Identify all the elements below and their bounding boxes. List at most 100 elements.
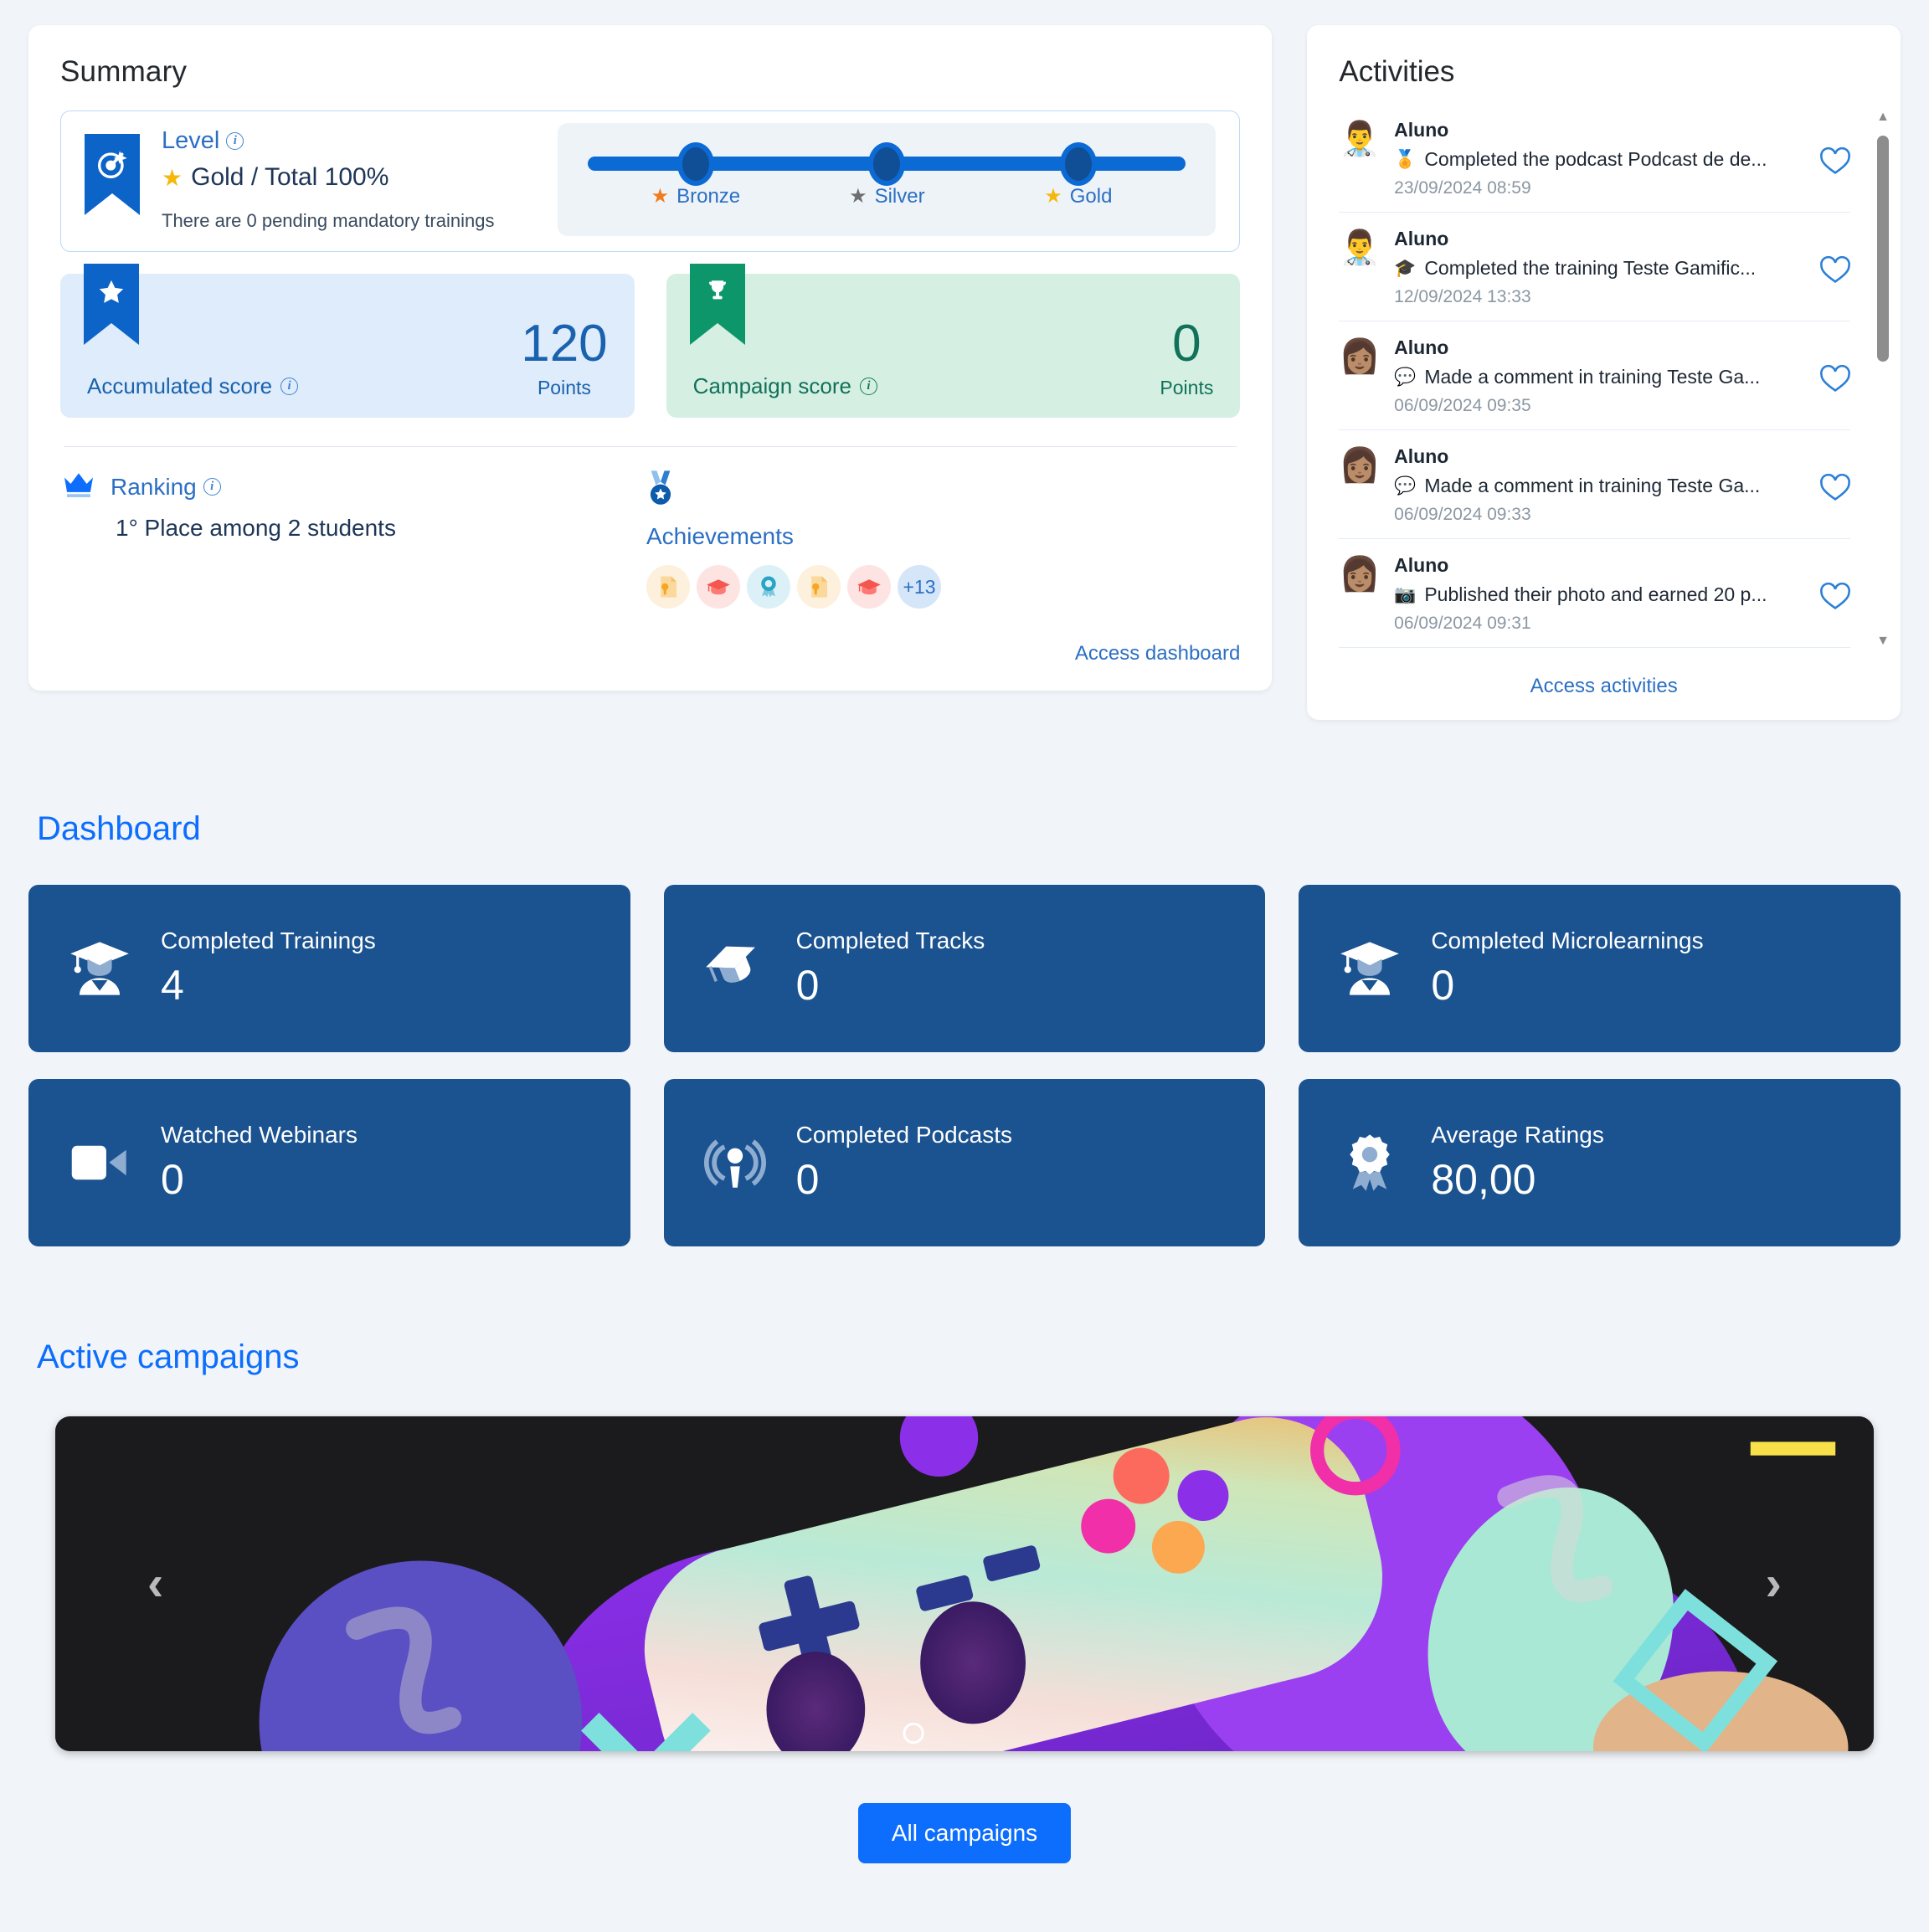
activity-text-row: 🎓 Completed the training Teste Gamific..…: [1394, 257, 1807, 280]
stat-value: 0: [1431, 962, 1455, 1009]
medal-icon: [646, 470, 675, 512]
comment-emoji-icon: 💬: [1394, 475, 1417, 496]
avatar: 👩🏽: [1339, 556, 1381, 593]
all-campaigns-button[interactable]: All campaigns: [857, 1803, 1072, 1863]
summary-card: Summary Level i ★: [28, 25, 1273, 691]
info-icon[interactable]: i: [859, 378, 877, 395]
level-knob-silver[interactable]: [868, 141, 906, 186]
carousel-next-button[interactable]: ›: [1765, 1556, 1782, 1611]
activity-user: Aluno: [1394, 445, 1449, 467]
stat-card-watched-webinars[interactable]: Watched Webinars 0: [28, 1079, 630, 1246]
like-heart-icon[interactable]: [1820, 473, 1850, 506]
carousel-prev-button[interactable]: ‹: [147, 1556, 164, 1611]
scroll-up-icon[interactable]: ▲: [1876, 110, 1890, 124]
bronze-star-icon: ★: [651, 185, 670, 208]
score-row: Accumulated score i 120 Points: [60, 264, 1241, 418]
ranking-achievements-row: Ranking i 1° Place among 2 students: [60, 470, 1240, 609]
activity-text: Made a comment in training Teste Ga...: [1424, 366, 1761, 388]
list-item[interactable]: 👩🏽 Aluno 📷 Published their photo and ear…: [1339, 539, 1850, 648]
stat-label: Completed Podcasts: [795, 1122, 1013, 1148]
info-icon[interactable]: i: [226, 132, 244, 150]
stat-text: Watched Webinars 0: [161, 1122, 358, 1204]
stat-text: Average Ratings 80,00: [1431, 1122, 1604, 1204]
like-heart-icon[interactable]: [1820, 582, 1850, 614]
ranking-text: 1° Place among 2 students: [116, 515, 396, 541]
level-knob-gold[interactable]: [1059, 141, 1097, 186]
list-item[interactable]: 👨‍⚕️ Aluno 🎓 Completed the training Test…: [1339, 213, 1850, 321]
avatar: 👨‍⚕️: [1339, 121, 1381, 157]
access-activities-link[interactable]: Access activities: [1530, 675, 1678, 697]
stat-card-completed-microlearnings[interactable]: Completed Microlearnings 0: [1299, 885, 1901, 1052]
stat-label: Completed Microlearnings: [1431, 927, 1704, 953]
info-icon[interactable]: i: [280, 378, 299, 395]
stat-text: Completed Tracks 0: [796, 927, 985, 1010]
award-ribbon-icon[interactable]: [747, 565, 790, 609]
like-heart-icon[interactable]: [1820, 364, 1850, 397]
campaigns-title: Active campaigns: [37, 1339, 300, 1375]
certificate-icon[interactable]: [797, 565, 841, 609]
activities-title: Activities: [1339, 55, 1455, 88]
accumulated-score-value: 120: [521, 315, 608, 373]
access-dashboard-link[interactable]: Access dashboard: [1074, 642, 1241, 665]
like-heart-icon[interactable]: [1820, 146, 1850, 179]
certificate-icon[interactable]: [646, 565, 690, 609]
star-ribbon-icon: [84, 264, 139, 345]
stat-value: 0: [795, 962, 820, 1009]
graduate-icon: [1334, 937, 1406, 1000]
activity-body: Aluno 📷 Published their photo and earned…: [1394, 554, 1807, 634]
campaign-score-label: Campaign score: [692, 373, 851, 398]
tier-labels: ★ Bronze ★ Silver ★ Gold: [588, 184, 1186, 219]
stat-card-completed-trainings[interactable]: Completed Trainings 4: [28, 885, 630, 1052]
scrollbar-thumb[interactable]: [1877, 136, 1889, 362]
silver-star-icon: ★: [849, 185, 867, 208]
avatar: 👩🏽: [1339, 338, 1381, 375]
campaigns-section: Active campaigns: [0, 1339, 1929, 1902]
activity-text-row: 📷 Published their photo and earned 20 p.…: [1394, 583, 1807, 606]
activity-body: Aluno 🏅 Completed the podcast Podcast de…: [1394, 119, 1807, 198]
achievement-badges: +13: [646, 565, 941, 609]
activity-time: 23/09/2024 08:59: [1394, 178, 1531, 198]
achievements-more-badge[interactable]: +13: [898, 565, 941, 609]
tier-bronze-label: Bronze: [676, 184, 741, 208]
activities-list: 👨‍⚕️ Aluno 🏅 Completed the podcast Podca…: [1339, 104, 1869, 648]
avatar: 👩🏽: [1339, 447, 1381, 484]
graduate-icon: [64, 937, 136, 1000]
crown-icon: [60, 470, 97, 503]
activity-text: Published their photo and earned 20 p...: [1424, 583, 1767, 605]
activity-time: 06/09/2024 09:33: [1394, 505, 1531, 524]
scroll-down-icon[interactable]: ▼: [1876, 634, 1890, 648]
activity-body: Aluno 🎓 Completed the training Teste Gam…: [1394, 228, 1807, 307]
activities-scrollbar[interactable]: ▲ ▼: [1874, 110, 1892, 648]
video-camera-icon: [64, 1138, 136, 1188]
list-item[interactable]: 👨‍⚕️ Aluno 🏅 Completed the podcast Podca…: [1339, 104, 1850, 213]
graduation-cap-icon[interactable]: [847, 565, 891, 609]
stat-value: 0: [795, 1156, 820, 1203]
comment-emoji-icon: 💬: [1394, 367, 1417, 387]
activity-time: 06/09/2024 09:35: [1394, 396, 1531, 415]
stat-card-average-ratings[interactable]: Average Ratings 80,00: [1299, 1079, 1901, 1246]
stat-card-completed-tracks[interactable]: Completed Tracks 0: [663, 885, 1266, 1052]
accumulated-score-label: Accumulated score: [87, 373, 273, 398]
medal-emoji-icon: 🏅: [1394, 149, 1417, 169]
activity-text: Completed the podcast Podcast de de...: [1424, 148, 1767, 170]
like-heart-icon[interactable]: [1820, 255, 1850, 288]
tier-silver-label: Silver: [874, 184, 925, 208]
list-item[interactable]: 👩🏽 Aluno 💬 Made a comment in training Te…: [1339, 321, 1850, 430]
scrollbar-track[interactable]: [1877, 129, 1889, 629]
campaign-carousel[interactable]: ‹ ›: [55, 1416, 1874, 1751]
pending-trainings-note: There are 0 pending mandatory trainings: [162, 210, 495, 231]
level-progress-track[interactable]: [588, 141, 1186, 186]
target-ribbon-icon: [85, 133, 140, 215]
info-icon[interactable]: i: [203, 478, 221, 496]
campaign-score-value-block: 0 Points: [1160, 318, 1213, 399]
stat-text: Completed Microlearnings 0: [1431, 927, 1703, 1010]
stat-label: Average Ratings: [1431, 1122, 1604, 1148]
accumulated-score-units: Points: [537, 377, 591, 398]
tier-gold: ★ Gold: [1044, 184, 1112, 208]
list-item[interactable]: 👩🏽 Aluno 💬 Made a comment in training Te…: [1339, 430, 1850, 539]
activity-text-row: 💬 Made a comment in training Teste Ga...: [1394, 475, 1807, 497]
stat-label: Watched Webinars: [161, 1122, 358, 1148]
level-knob-bronze[interactable]: [676, 141, 714, 186]
graduation-cap-icon[interactable]: [697, 565, 740, 609]
stat-card-completed-podcasts[interactable]: Completed Podcasts 0: [663, 1079, 1266, 1246]
